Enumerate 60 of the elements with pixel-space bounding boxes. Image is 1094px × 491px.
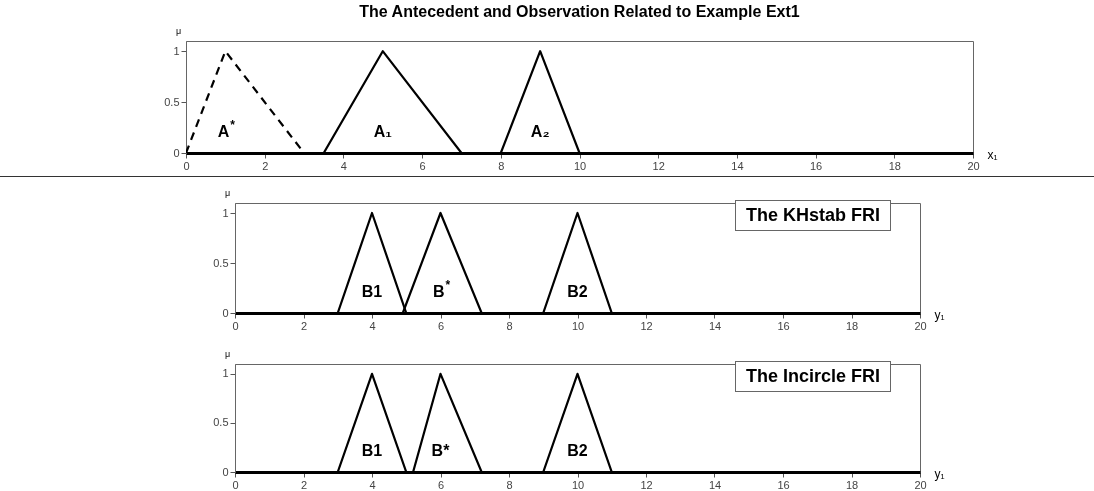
y-axis-title: μ (224, 348, 231, 359)
y-tick-label: 0 (222, 306, 229, 319)
x-axis-title: y₁ (934, 307, 945, 322)
x-tick-label: 8 (506, 319, 513, 332)
y-tick-label: 0.5 (213, 416, 229, 429)
y-tick-label: 0.5 (213, 256, 229, 269)
x-tick-label: 10 (573, 159, 587, 172)
annotation: The Incircle FRI (734, 361, 891, 392)
x-tick-label: 0 (183, 159, 190, 172)
x-tick-label: 20 (914, 478, 927, 491)
y-axis-title: μ (224, 187, 231, 198)
x-tick-label: 6 (437, 319, 445, 332)
x-tick-label: 16 (777, 478, 790, 491)
series-label: A₂ (530, 122, 550, 140)
x-tick-label: 0 (232, 319, 239, 332)
series-label: B2 (567, 282, 588, 300)
x-tick-label: 14 (731, 159, 744, 172)
x-tick-label: 6 (419, 159, 426, 172)
y-tick-label: 0 (222, 465, 229, 478)
series-label: A₁ (373, 122, 393, 140)
y-tick-label: 1 (173, 44, 180, 57)
y-tick-label: 0.5 (164, 95, 180, 108)
x-tick-label: 0 (232, 478, 239, 491)
y-tick-label: 0 (173, 146, 180, 159)
x-axis-title: y₁ (934, 466, 945, 481)
x-tick-label: 12 (652, 159, 665, 172)
x-tick-label: 14 (708, 478, 722, 491)
x-tick-label: 18 (845, 319, 859, 332)
annotation: The KHstab FRI (734, 200, 891, 231)
x-tick-label: 12 (640, 319, 653, 332)
series-label: B1 (361, 282, 383, 300)
y-tick-label: 1 (222, 367, 229, 380)
x-axis-title: x₁ (987, 147, 998, 162)
y-tick-label: 1 (222, 206, 229, 219)
series-label: A* (217, 117, 236, 140)
x-tick-label: 8 (506, 478, 513, 491)
x-tick-label: 20 (967, 159, 980, 172)
x-tick-label: 2 (300, 478, 308, 491)
x-tick-label: 12 (640, 478, 653, 491)
x-tick-label: 14 (708, 319, 722, 332)
x-tick-label: 20 (914, 319, 927, 332)
x-tick-label: 16 (809, 159, 823, 172)
x-tick-label: 2 (300, 319, 308, 332)
x-tick-label: 4 (340, 159, 347, 172)
x-tick-label: 4 (369, 478, 376, 491)
x-tick-label: 18 (845, 478, 859, 491)
series-label: B* (431, 442, 451, 460)
series-label: B* (432, 277, 451, 300)
chart-title: The Antecedent and Observation Related to Example Ext1 (359, 3, 800, 20)
x-tick-label: 2 (262, 159, 269, 172)
x-tick-label: 10 (571, 319, 585, 332)
x-tick-label: 6 (437, 478, 445, 491)
x-tick-label: 10 (571, 478, 585, 491)
series-label: B2 (567, 442, 588, 460)
x-tick-label: 16 (777, 319, 790, 332)
y-axis-title: μ (175, 25, 182, 36)
x-tick-label: 8 (498, 159, 505, 172)
series-label: B1 (361, 442, 383, 460)
x-tick-label: 4 (369, 319, 376, 332)
x-tick-label: 18 (888, 159, 901, 172)
